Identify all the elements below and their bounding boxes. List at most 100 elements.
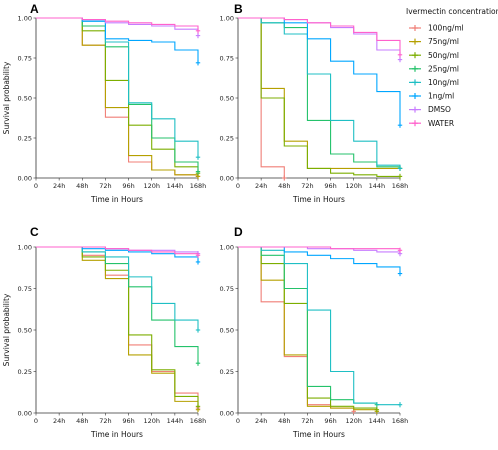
y-tick-label: 0.25 bbox=[18, 134, 32, 142]
x-tick-label: 72h bbox=[99, 182, 111, 190]
x-tick-label: 72h bbox=[99, 417, 111, 425]
series-line bbox=[238, 17, 400, 177]
y-tick-label: 0.00 bbox=[220, 409, 234, 417]
legend-item: DMSO bbox=[409, 105, 451, 114]
series-water bbox=[36, 17, 201, 34]
series-line bbox=[36, 17, 199, 36]
y-tick-label: 0.00 bbox=[18, 409, 32, 417]
legend-item: 75ng/ml bbox=[409, 37, 459, 46]
y-tick-label: 1.00 bbox=[220, 243, 234, 251]
series-10ng-ml bbox=[36, 246, 201, 333]
series-line bbox=[36, 17, 199, 172]
series-line bbox=[238, 17, 401, 55]
y-tick-label: 0.50 bbox=[18, 94, 32, 102]
series-line bbox=[238, 246, 401, 251]
y-tick-label: 0.75 bbox=[18, 54, 32, 62]
x-tick-label: 144h bbox=[167, 182, 184, 190]
series-100ng-ml bbox=[238, 246, 356, 414]
legend-label: WATER bbox=[428, 119, 454, 128]
y-tick-label: 0.50 bbox=[220, 326, 234, 334]
y-tick-label: 0.75 bbox=[18, 285, 32, 293]
x-tick-label: 168h bbox=[190, 182, 207, 190]
legend-item: WATER bbox=[409, 119, 454, 128]
x-tick-label: 168h bbox=[392, 417, 409, 425]
series-line bbox=[238, 246, 355, 412]
legend-label: 25ng/ml bbox=[428, 64, 459, 73]
x-tick-label: 24h bbox=[53, 182, 65, 190]
panel-letter: C bbox=[30, 225, 39, 239]
x-tick-label: 48h bbox=[76, 417, 88, 425]
legend-item: 25ng/ml bbox=[409, 64, 459, 73]
series-line bbox=[36, 246, 199, 330]
legend-label: 75ng/ml bbox=[428, 37, 459, 46]
series-50ng-ml bbox=[238, 246, 380, 413]
legend: Ivermectin concentration 100ng/ml 75ng/ml 5… bbox=[406, 7, 498, 128]
panel-c: C 0.00 0.25 0.50 0.75 1.00 0 24h 48h 72h 96h 120h 14… bbox=[2, 225, 206, 439]
series-10ng-ml bbox=[238, 17, 403, 171]
x-tick-label: 24h bbox=[255, 417, 267, 425]
series-line bbox=[238, 246, 378, 410]
legend-label: DMSO bbox=[428, 105, 451, 114]
legend-item: 10ng/ml bbox=[409, 78, 459, 87]
x-tick-label: 120h bbox=[345, 182, 362, 190]
x-tick-label: 0 bbox=[236, 417, 240, 425]
series-100ng-ml bbox=[238, 17, 287, 181]
series-line bbox=[36, 246, 199, 262]
series-100ng-ml bbox=[36, 246, 201, 411]
series-line bbox=[238, 246, 401, 274]
y-tick-label: 0.00 bbox=[18, 174, 32, 182]
y-tick-label: 1.00 bbox=[220, 14, 234, 22]
x-tick-label: 72h bbox=[301, 417, 313, 425]
series-50ng-ml bbox=[36, 246, 201, 409]
y-axis-label: Survival probability bbox=[2, 293, 11, 366]
x-tick-label: 24h bbox=[255, 182, 267, 190]
x-tick-label: 144h bbox=[369, 182, 386, 190]
y-tick-label: 0.50 bbox=[18, 326, 32, 334]
panel-d: D 0.00 0.25 0.50 0.75 1.00 0 24h 48h 72h 96h 120h 14… bbox=[220, 225, 409, 439]
series-1ng-ml bbox=[36, 246, 201, 265]
series-50ng-ml bbox=[238, 17, 403, 179]
series-line bbox=[36, 246, 199, 407]
legend-item: 50ng/ml bbox=[409, 51, 459, 60]
x-tick-label: 120h bbox=[143, 417, 160, 425]
x-tick-label: 96h bbox=[324, 417, 336, 425]
panel-b: B 0.00 0.25 0.50 0.75 1.00 0 24h 48h 72h 96h 120h 14… bbox=[220, 2, 409, 204]
series-1ng-ml bbox=[238, 246, 403, 277]
legend-label: 50ng/ml bbox=[428, 51, 459, 60]
series-line bbox=[238, 246, 400, 406]
series-line bbox=[36, 246, 199, 410]
x-tick-label: 48h bbox=[76, 182, 88, 190]
x-tick-label: 0 bbox=[34, 182, 38, 190]
series-line bbox=[36, 17, 199, 174]
x-tick-label: 24h bbox=[53, 417, 65, 425]
x-axis-label: Time in Hours bbox=[90, 430, 143, 439]
series-25ng-ml bbox=[36, 17, 201, 175]
legend-label: 10ng/ml bbox=[428, 78, 459, 87]
legend-item: 100ng/ml bbox=[409, 24, 464, 33]
series-water bbox=[36, 246, 201, 258]
x-tick-label: 0 bbox=[236, 182, 240, 190]
y-tick-label: 1.00 bbox=[18, 243, 32, 251]
x-tick-label: 48h bbox=[278, 182, 290, 190]
series-25ng-ml bbox=[36, 246, 201, 366]
series-line bbox=[238, 246, 378, 412]
x-tick-label: 96h bbox=[324, 182, 336, 190]
y-tick-label: 1.00 bbox=[18, 14, 32, 22]
x-tick-label: 96h bbox=[122, 417, 134, 425]
y-tick-label: 0.50 bbox=[220, 94, 234, 102]
x-tick-label: 120h bbox=[345, 417, 362, 425]
x-tick-label: 144h bbox=[167, 417, 184, 425]
x-axis-label: Time in Hours bbox=[90, 195, 143, 204]
legend-item: 1ng/ml bbox=[409, 92, 454, 101]
x-tick-label: 168h bbox=[392, 182, 409, 190]
series-line bbox=[238, 17, 401, 169]
panel-letter: B bbox=[234, 2, 243, 16]
y-tick-label: 0.25 bbox=[18, 368, 32, 376]
legend-label: 1ng/ml bbox=[428, 92, 454, 101]
y-axis-label: Survival probability bbox=[2, 61, 11, 134]
series-water bbox=[238, 246, 403, 253]
series-line bbox=[238, 17, 400, 169]
x-axis-label: Time in Hours bbox=[292, 195, 345, 204]
series-line bbox=[36, 246, 199, 409]
